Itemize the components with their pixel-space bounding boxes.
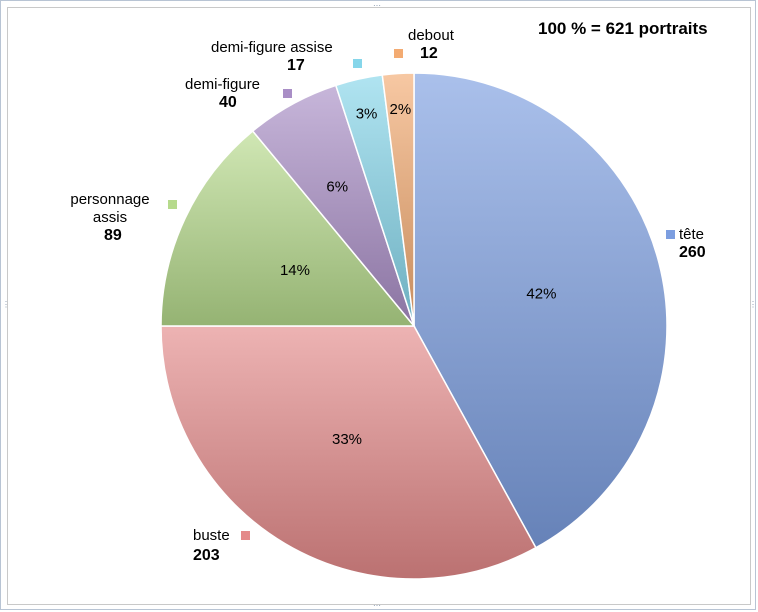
label-buste: buste 203: [193, 527, 230, 565]
pct-label: 33%: [332, 431, 362, 448]
legend-key-demi-figure: [283, 89, 292, 98]
label-tete: tête 260: [679, 226, 706, 262]
pie-slice-personnage-assis: [160, 130, 416, 327]
legend-key-debout: [394, 49, 403, 58]
pie-slice-debout: [381, 72, 415, 327]
resize-handle-right[interactable]: ⋮: [749, 300, 757, 309]
slice-count: 203: [193, 547, 220, 564]
total-annotation: 100 % = 621 portraits: [538, 19, 708, 38]
slice-name: demi-figure: [185, 76, 261, 93]
slice-name: demi-figure assise: [211, 39, 333, 56]
pie-slice-buste: [160, 325, 537, 580]
slice-count: 89: [104, 227, 122, 244]
legend-key-tete: [666, 230, 675, 239]
resize-handle-top[interactable]: ⋯: [373, 1, 381, 10]
resize-handle-left[interactable]: ⋮: [2, 300, 10, 309]
slice-count: 17: [287, 57, 305, 74]
label-personnage-assis: personnage assis 89: [60, 191, 164, 245]
pct-label: 42%: [526, 285, 556, 302]
pct-label: 6%: [326, 178, 348, 195]
slice-name: tête: [679, 226, 705, 243]
legend-key-demi-figure-assise: [353, 59, 362, 68]
pct-label: 14%: [280, 262, 310, 279]
slice-count: 40: [219, 94, 237, 111]
slice-name: buste: [193, 527, 230, 544]
slice-name: debout: [408, 27, 454, 44]
legend-key-personnage-assis: [168, 200, 177, 209]
slice-name: personnage assis: [70, 191, 150, 226]
label-debout: debout 12: [408, 27, 454, 63]
label-demi-figure: demi-figure 40: [185, 76, 260, 112]
plot-area: [7, 7, 751, 605]
pct-label: 3%: [356, 106, 378, 123]
slice-count: 260: [679, 244, 706, 261]
legend-key-buste: [241, 531, 250, 540]
pie-slice-tête: [413, 72, 668, 549]
label-demi-figure-assise: demi-figure assise 17: [211, 39, 333, 75]
resize-handle-bottom[interactable]: ⋯: [373, 601, 381, 610]
pct-label: 2%: [389, 101, 411, 118]
slice-count: 12: [420, 45, 438, 62]
